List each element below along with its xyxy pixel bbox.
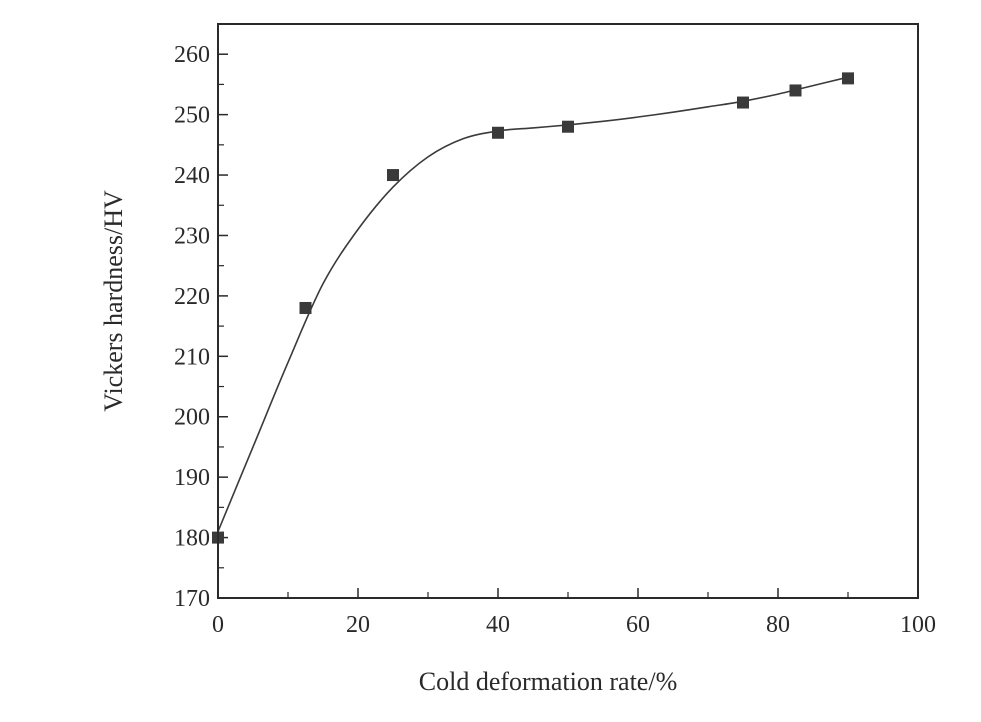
y-tick-label: 220 xyxy=(174,284,210,310)
data-point-marker xyxy=(492,126,504,139)
fit-curve xyxy=(217,76,849,532)
data-point-marker xyxy=(562,120,574,133)
y-tick-label: 240 xyxy=(174,163,210,189)
y-tick-label: 190 xyxy=(174,465,210,491)
data-point-marker xyxy=(737,96,749,109)
data-point-marker xyxy=(842,72,854,85)
y-axis-title: Vickers hardness/HV xyxy=(99,190,128,412)
x-axis-title: Cold deformation rate/% xyxy=(419,667,677,696)
x-tick-label: 100 xyxy=(900,612,936,638)
y-tick-label: 230 xyxy=(174,223,210,249)
x-tick-label: 0 xyxy=(212,612,224,638)
x-tick-label: 80 xyxy=(766,612,790,638)
y-tick-label: 170 xyxy=(174,586,210,612)
y-tick-label: 180 xyxy=(174,526,210,552)
x-tick-label: 20 xyxy=(346,612,370,638)
data-point-marker xyxy=(387,169,399,182)
x-tick-label: 60 xyxy=(626,612,650,638)
y-tick-label: 250 xyxy=(174,103,210,129)
x-tick-label: 40 xyxy=(486,612,510,638)
markers-layer xyxy=(212,72,854,544)
y-tick-label: 200 xyxy=(174,405,210,431)
plot-frame xyxy=(217,23,919,599)
y-tick-label: 210 xyxy=(174,344,210,370)
ticks-layer: 0 20 40 60 80 100 170 180 190 200 210 220 230 240 250 2… xyxy=(174,23,936,638)
y-tick-label: 260 xyxy=(174,42,210,68)
data-point-marker xyxy=(299,301,312,314)
data-point-marker xyxy=(789,84,802,97)
